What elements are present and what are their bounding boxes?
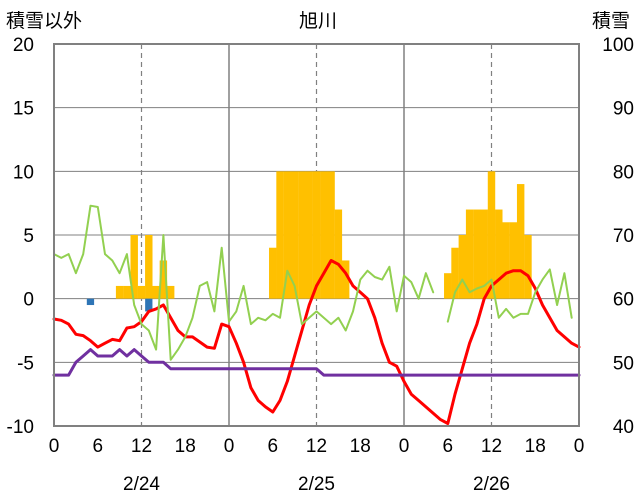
right-axis-label: 積雪 [592, 10, 630, 32]
bar [115, 285, 124, 299]
bar [290, 171, 299, 299]
bar [123, 285, 131, 299]
y-tick-label-left: 15 [13, 99, 34, 120]
series-line [53, 204, 435, 361]
x-tick-label: 6 [267, 436, 278, 457]
bar [145, 298, 153, 312]
series-line [52, 348, 581, 377]
bar [524, 235, 532, 299]
bar [451, 247, 459, 299]
x-tick-label: 0 [224, 436, 235, 457]
x-tick-label: 18 [525, 436, 546, 457]
x-tick-label: 18 [175, 436, 196, 457]
bar [458, 235, 467, 299]
y-tick-label-right: 70 [613, 226, 634, 247]
bar [269, 247, 277, 299]
x-tick-label: 6 [442, 436, 453, 457]
x-tick-label: 18 [350, 436, 371, 457]
bar [473, 209, 481, 299]
bar [152, 285, 160, 299]
bar [502, 222, 510, 299]
x-tick-label: 12 [306, 436, 327, 457]
bar [444, 273, 452, 299]
date-label: 2/24 [123, 474, 160, 495]
bar [137, 285, 146, 299]
y-tick-label-right: 80 [613, 162, 634, 183]
bar [465, 209, 474, 299]
bar [334, 209, 343, 299]
y-tick-label-left: -10 [7, 417, 34, 438]
bar [480, 209, 488, 299]
x-tick-label: 0 [574, 436, 585, 457]
bar-series [86, 171, 532, 312]
series-line [446, 268, 573, 323]
bar [86, 298, 95, 306]
bar [327, 171, 335, 299]
bar [145, 235, 153, 299]
y-tick-label-left: 20 [13, 35, 34, 56]
bar [276, 171, 284, 299]
x-tick-label: 0 [49, 436, 60, 457]
bar [487, 171, 496, 299]
bar [320, 171, 328, 299]
x-tick-label: 6 [92, 436, 103, 457]
y-tick-label-right: 40 [613, 417, 634, 438]
bar [305, 171, 313, 299]
bar [312, 171, 321, 299]
chart-title: 旭川 [299, 10, 337, 32]
line-series [52, 204, 581, 425]
x-tick-label: 12 [481, 436, 502, 457]
y-tick-label-right: 60 [613, 290, 634, 311]
y-tick-label-left: 0 [23, 290, 34, 311]
date-label: 2/25 [298, 474, 335, 495]
bar [298, 171, 306, 299]
bar [166, 285, 175, 299]
y-tick-label-left: -5 [17, 353, 34, 374]
bar [283, 171, 292, 299]
y-tick-label-left: 5 [23, 226, 34, 247]
left-axis-label: 積雪以外 [6, 10, 82, 32]
bar [130, 235, 138, 299]
bar [495, 209, 503, 299]
x-tick-label: 12 [131, 436, 152, 457]
y-tick-label-right: 90 [613, 99, 634, 120]
bar [159, 260, 168, 299]
y-tick-label-left: 10 [13, 162, 34, 183]
bar [509, 222, 518, 299]
x-tick-label: 0 [399, 436, 410, 457]
plot-frame [53, 43, 580, 427]
bar [341, 260, 350, 299]
bar [516, 184, 525, 299]
date-label: 2/26 [473, 474, 510, 495]
y-tick-label-right: 100 [602, 35, 634, 56]
y-tick-label-right: 50 [613, 353, 634, 374]
